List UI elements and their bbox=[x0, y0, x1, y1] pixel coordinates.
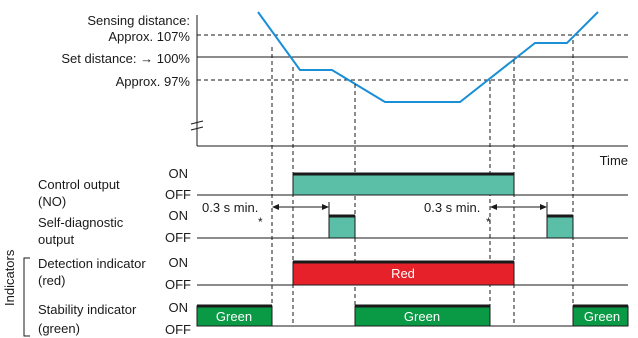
axis-break-mark bbox=[190, 120, 204, 131]
control-on-label: ON bbox=[169, 166, 189, 181]
self-diag-pulse-1 bbox=[328, 215, 356, 239]
delay-arrowhead bbox=[540, 204, 547, 210]
stability-indicator-label: Stability indicator bbox=[38, 302, 137, 317]
self-diag-on-label: ON bbox=[169, 208, 189, 223]
self-diagnostic-label: Self-diagnostic bbox=[38, 215, 124, 230]
indicators-group-label: Indicators bbox=[2, 249, 17, 306]
sensing-distance-label: Sensing distance: bbox=[87, 13, 190, 28]
set-distance-label: Set distance: → 100% bbox=[61, 51, 190, 66]
stability-indicator-sublabel: (green) bbox=[38, 321, 80, 336]
delay-label-2: 0.3 s min. bbox=[424, 200, 480, 215]
detection-off-label: OFF bbox=[165, 277, 191, 292]
control-output-label: Control output bbox=[38, 177, 120, 192]
self-diagnostic-sublabel: output bbox=[38, 232, 75, 247]
detection-indicator-label: Detection indicator bbox=[38, 256, 146, 271]
control-off-label: OFF bbox=[165, 187, 191, 202]
approx-97-label: Approx. 97% bbox=[116, 74, 191, 89]
indicators-bracket bbox=[23, 257, 30, 337]
asterisk-2: * bbox=[486, 215, 491, 229]
approx-107-label: Approx. 107% bbox=[108, 29, 190, 44]
self-diag-off-label: OFF bbox=[165, 230, 191, 245]
delay-arrowhead bbox=[322, 204, 329, 210]
green-bar-label-1: Green bbox=[216, 309, 252, 324]
control-output-sublabel: (NO) bbox=[38, 194, 66, 209]
delay-label-1: 0.3 s min. bbox=[202, 200, 258, 215]
control-output-on-bar bbox=[292, 173, 515, 196]
delay-arrowhead bbox=[272, 204, 279, 210]
distance-curve bbox=[257, 11, 599, 103]
delay-arrowhead bbox=[490, 204, 497, 210]
detection-on-label: ON bbox=[169, 255, 189, 270]
self-diag-pulse-2 bbox=[546, 215, 574, 239]
green-bar-label-3: Green bbox=[584, 309, 620, 324]
stability-on-label: ON bbox=[169, 300, 189, 315]
time-label: Time bbox=[600, 153, 628, 168]
asterisk-1: * bbox=[258, 215, 263, 229]
stability-off-label: OFF bbox=[165, 322, 191, 337]
detection-indicator-sublabel: (red) bbox=[38, 273, 65, 288]
green-bar-label-2: Green bbox=[404, 309, 440, 324]
red-bar-label: Red bbox=[391, 266, 415, 281]
